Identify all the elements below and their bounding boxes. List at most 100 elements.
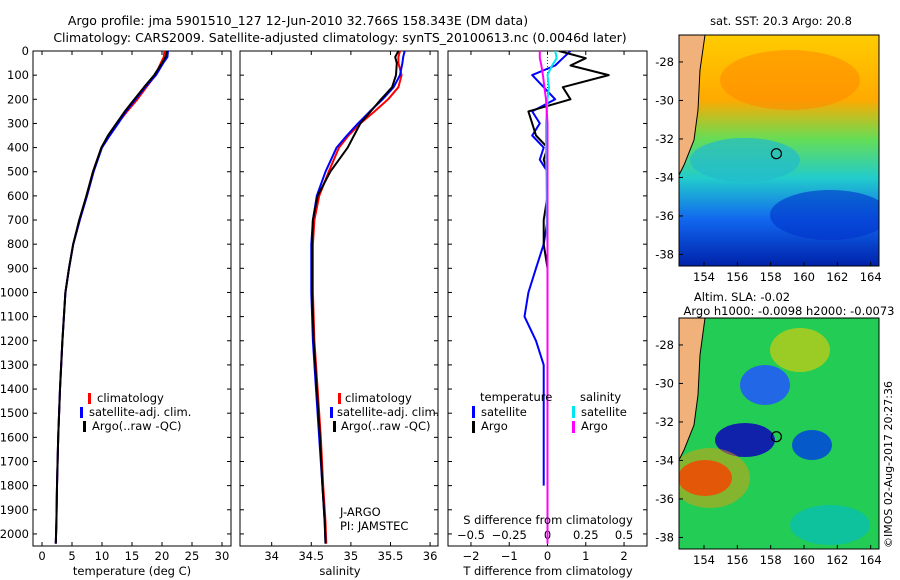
x-tick-label: 20 [155, 549, 170, 563]
lat-tick-label: -34 [655, 453, 674, 467]
sla-high-southwest [679, 460, 732, 496]
sla-map-title-line1: Altim. SLA: -0.02 [694, 290, 790, 304]
y-tick-label: 900 [7, 261, 29, 275]
figure-title-line1: Argo profile: jma 5901510_127 12-Jun-201… [68, 13, 528, 28]
lat-tick-label: -28 [655, 55, 674, 69]
salinity-annotation-pi: PI: JAMSTEC [340, 519, 408, 533]
sla-map-panel: Altim. SLA: -0.02 Argo h1000: -0.0098 h2… [655, 290, 894, 567]
salinity-axis-label: salinity [319, 564, 360, 578]
argo-float-location-marker [770, 431, 782, 443]
lon-tick-label: 156 [726, 553, 748, 567]
lat-tick-label: -32 [655, 415, 674, 429]
lon-tick-label: 154 [693, 553, 715, 567]
lat-tick-label: -36 [655, 209, 674, 223]
sla-low-east [740, 365, 790, 405]
x-tick-label: 1 [582, 549, 589, 563]
sla-low-right [792, 430, 832, 460]
x-tick-label: 36 [423, 549, 438, 563]
legend-swatch-t-satellite [472, 406, 475, 418]
sst-map-title: sat. SST: 20.3 Argo: 20.8 [710, 14, 852, 28]
y-tick-label: 2000 [0, 527, 29, 541]
lon-tick-label: 160 [793, 270, 815, 284]
sst-longitude-ticks: 154 156 158 160 162 164 [693, 262, 882, 284]
sst-map-panel: sat. SST: 20.3 Argo: 20.8 154 156 158 160 16… [655, 14, 882, 284]
salinity-axes-box [239, 50, 439, 547]
lon-tick-label: 162 [826, 270, 848, 284]
y-tick-label: 300 [7, 116, 29, 130]
temperature-series [54, 51, 169, 544]
lon-tick-label: 164 [860, 553, 882, 567]
x-tick-label: 5 [68, 549, 75, 563]
salinity-panel: 34 34.5 35 35.5 36 climatology satellite-adj… [239, 50, 439, 578]
s-diff-tick-label: −0.5 [457, 528, 485, 542]
x-tick-label: 0 [38, 549, 45, 563]
lat-tick-label: -30 [655, 93, 674, 107]
lon-tick-label: 160 [793, 553, 815, 567]
y-tick-label: 400 [7, 141, 29, 155]
x-tick-label: −1 [501, 549, 518, 563]
y-tick-label: 1600 [0, 430, 29, 444]
temperature-panel: 0100200300400500600700800900100011001200… [0, 44, 232, 578]
lon-tick-label: 164 [860, 270, 882, 284]
legend-label-climatology: climatology [97, 391, 164, 405]
legend-label-argo: Argo(..raw -QC) [341, 419, 431, 433]
salinity-tick-labels: 34 34.5 35 35.5 36 [264, 51, 437, 563]
salinity-annotation-project: J-ARGO [339, 505, 381, 519]
legend-swatch-s-satellite [572, 406, 575, 418]
x-tick-label: 10 [95, 549, 110, 563]
x-tick-label: 35 [344, 549, 359, 563]
salinity-legend: climatology satellite-adj. clim. Argo(..… [330, 391, 439, 433]
y-tick-label: 800 [7, 237, 29, 251]
temperature-tick-labels: 0 5 10 15 20 25 30 [38, 51, 229, 563]
sst-heatmap [679, 35, 879, 266]
difference-legend: temperature satellite Argo salinity sate… [472, 390, 627, 433]
legend-swatch-satellite [80, 407, 83, 418]
temperature-axis-label: temperature (deg C) [73, 564, 191, 578]
series-line-argo [311, 51, 400, 544]
y-tick-label: 700 [7, 213, 29, 227]
lat-tick-label: -38 [655, 530, 674, 544]
sst-cool-patch [690, 138, 800, 182]
depth-tick-labels: 0 100 200 300 400 500 600 700 800 900 1000 1100 1200… [0, 44, 231, 541]
y-tick-label: 1400 [0, 382, 29, 396]
y-tick-label: 1800 [0, 479, 29, 493]
x-tick-label: 34 [264, 549, 279, 563]
x-tick-label: 34.5 [298, 549, 324, 563]
lon-tick-label: 158 [760, 553, 782, 567]
difference-depth-ticks [448, 50, 647, 535]
y-tick-label: 1300 [0, 358, 29, 372]
legend-label-t-satellite: satellite [481, 405, 527, 419]
legend-label-s-argo: Argo [581, 419, 608, 433]
legend-title-temperature: temperature [480, 390, 552, 404]
legend-label-satellite: satellite-adj. clim. [337, 405, 439, 419]
difference-series [523, 51, 610, 546]
legend-label-t-argo: Argo [481, 419, 508, 433]
salinity-depth-ticks [240, 50, 438, 535]
s-diff-tick-label: −0.25 [492, 528, 527, 542]
sst-cold-patch [770, 190, 879, 240]
legend-swatch-t-argo [472, 421, 475, 433]
y-tick-label: 1100 [0, 310, 29, 324]
sst-warm-core [720, 50, 860, 110]
land-australia [679, 318, 706, 461]
imos-credit: ©IMOS 02-Aug-2017 20:27:36 [882, 381, 895, 548]
lon-tick-label: 158 [760, 270, 782, 284]
legend-label-satellite: satellite-adj. clim. [89, 405, 191, 419]
y-tick-label: 1900 [0, 503, 29, 517]
legend-swatch-climatology [338, 393, 341, 404]
s-diff-tick-label: 0.5 [615, 528, 633, 542]
lat-tick-label: -36 [655, 492, 674, 506]
sla-map-title-line2: Argo h1000: -0.0098 h2000: -0.0073 [684, 304, 895, 318]
legend-swatch-argo [333, 421, 336, 432]
sla-low-center [715, 423, 775, 457]
x-tick-label: 0 [544, 549, 551, 563]
y-tick-label: 1200 [0, 334, 29, 348]
figure-title-line2: Climatology: CARS2009. Satellite-adjuste… [53, 30, 626, 45]
lat-tick-label: -28 [655, 338, 674, 352]
land-australia [679, 35, 706, 176]
sla-latitude-ticks: -28 -30 -32 -34 -36 -38 [655, 338, 683, 544]
argo-float-location-marker [770, 148, 782, 160]
s-diff-tick-label: 0.25 [573, 528, 599, 542]
